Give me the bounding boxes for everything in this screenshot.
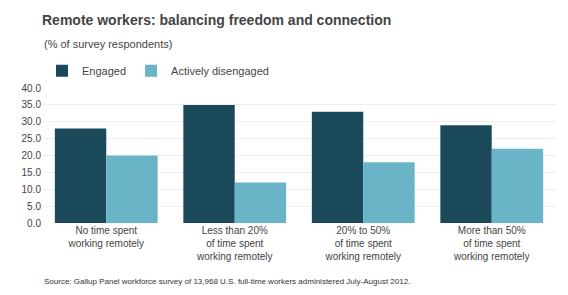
svg-text:30.0: 30.0	[22, 116, 42, 127]
svg-text:25.0: 25.0	[22, 133, 42, 144]
svg-text:Actively disengaged: Actively disengaged	[171, 65, 269, 77]
svg-text:More than 50%of time spentwork: More than 50%of time spentworking remote…	[453, 225, 530, 262]
svg-text:10.0: 10.0	[22, 184, 42, 195]
svg-text:5.0: 5.0	[27, 201, 41, 212]
svg-text:35.0: 35.0	[22, 99, 42, 110]
svg-text:40.0: 40.0	[22, 83, 42, 94]
svg-text:Engaged: Engaged	[82, 65, 126, 77]
svg-text:0.0: 0.0	[27, 218, 41, 229]
svg-text:No time spentworking remotely: No time spentworking remotely	[67, 225, 144, 249]
svg-text:Less than 20%of time spentwork: Less than 20%of time spentworking remote…	[196, 225, 273, 262]
svg-text:20% to 50%of time spentworking: 20% to 50%of time spentworking remotely	[324, 225, 401, 262]
svg-text:Source: Gallup Panel workforce: Source: Gallup Panel workforce survey of…	[44, 277, 410, 286]
svg-text:20.0: 20.0	[22, 150, 42, 161]
svg-text:(% of survey respondents): (% of survey respondents)	[44, 38, 172, 50]
svg-text:Remote workers: balancing free: Remote workers: balancing freedom and co…	[42, 12, 391, 28]
svg-text:15.0: 15.0	[22, 167, 42, 178]
